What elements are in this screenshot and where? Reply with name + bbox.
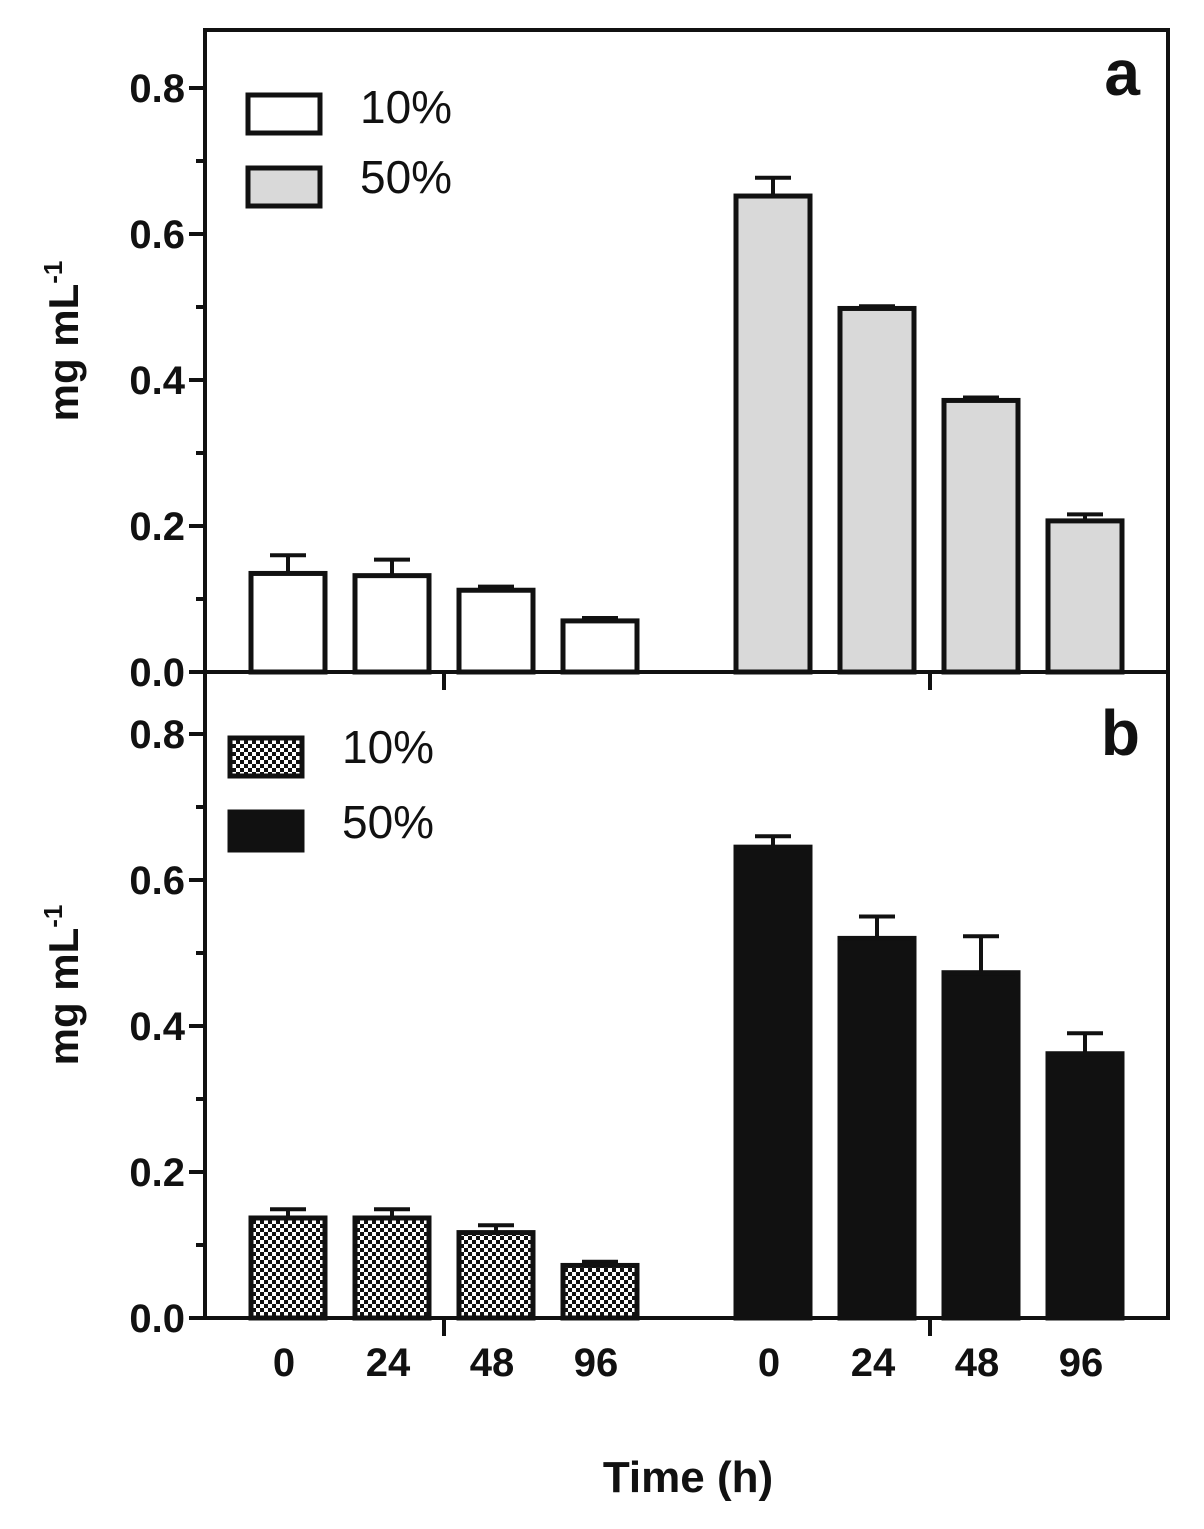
- x-tick-label: 96: [1059, 1341, 1104, 1385]
- bar-10pct-96h: [560, 618, 640, 675]
- bar-10pct-48h: [456, 1230, 536, 1321]
- bar-10pct-24h: [352, 573, 432, 675]
- panel-letter: b: [1101, 697, 1140, 769]
- x-tick-label: 0: [758, 1341, 780, 1385]
- bar-10pct-96h: [560, 1262, 640, 1321]
- legend-swatch: [245, 92, 323, 136]
- x-axis-title: Time (h): [603, 1453, 773, 1502]
- y-tick-label: 0.8: [129, 67, 185, 111]
- x-tick-label: 24: [851, 1341, 896, 1385]
- bar-50pct-24h: [837, 935, 917, 1321]
- y-axis-label: mg mL-1: [38, 905, 87, 1066]
- legend-swatch: [227, 735, 305, 779]
- legend-label: 10%: [342, 721, 434, 773]
- x-tick-label: 96: [574, 1341, 619, 1385]
- x-tick-label: 48: [955, 1341, 1000, 1385]
- plot-frame: [203, 670, 1170, 1320]
- legend-label: 10%: [360, 81, 452, 133]
- bar-50pct-0h: [733, 844, 813, 1321]
- y-axis-label: mg mL-1: [38, 261, 87, 422]
- y-tick-label: 0.0: [129, 651, 185, 695]
- bar-50pct-24h: [837, 305, 917, 675]
- x-tick-labels: 0 24 48 96 0 24 48 96: [273, 1341, 1103, 1385]
- y-tick-label: 0.2: [129, 505, 185, 549]
- bar-10pct-0h: [248, 1215, 328, 1321]
- bar-50pct-48h: [941, 397, 1021, 675]
- y-axis-label-superscript: -1: [38, 261, 68, 284]
- bar-50pct-96h: [1045, 1051, 1125, 1321]
- bar-10pct-0h: [248, 570, 328, 675]
- y-axis-label-superscript: -1: [38, 905, 68, 928]
- bar-50pct-96h: [1045, 518, 1125, 675]
- y-tick-label: 0.4: [129, 359, 185, 403]
- bar-50pct-0h: [733, 193, 813, 675]
- panel-a: 0.0 0.2 0.4 0.6 0.8 mg mL-1 10% 50% a: [38, 28, 1170, 695]
- x-tick-label: 24: [366, 1341, 411, 1385]
- bar-10pct-24h: [352, 1215, 432, 1321]
- legend-label: 50%: [360, 151, 452, 203]
- bar-10pct-48h: [456, 587, 536, 675]
- legend-label: 50%: [342, 796, 434, 848]
- y-tick-label: 0.6: [129, 859, 185, 903]
- legend-swatch: [245, 165, 323, 209]
- y-tick-label: 0.0: [129, 1297, 185, 1341]
- panel-letter: a: [1104, 37, 1140, 109]
- y-tick-label: 0.2: [129, 1151, 185, 1195]
- legend-swatch: [227, 809, 305, 853]
- bar-50pct-48h: [941, 970, 1021, 1321]
- y-tick-label: 0.8: [129, 713, 185, 757]
- y-tick-label: 0.6: [129, 213, 185, 257]
- x-tick-label: 0: [273, 1341, 295, 1385]
- x-tick-label: 48: [470, 1341, 515, 1385]
- plot-frame: [203, 28, 1170, 674]
- panel-b: 0.0 0.2 0.4 0.6 0.8 mg mL-1 10% 50% b: [38, 670, 1170, 1341]
- y-tick-label: 0.4: [129, 1005, 185, 1049]
